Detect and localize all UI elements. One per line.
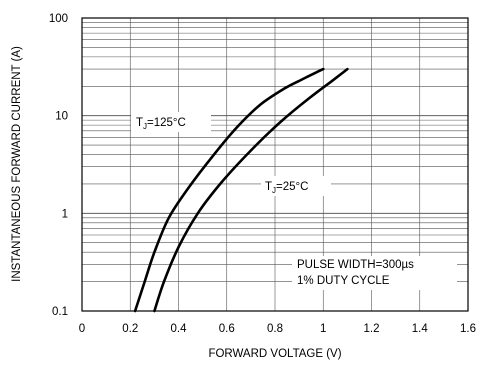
annotation-pulse-width: PULSE WIDTH=300µs [297,259,414,271]
x-tick-label: 0 [79,323,85,335]
series-label-125-bg [131,112,211,132]
y-tick-labels: 0.1 1 10 100 [49,13,68,318]
y-tick-label: 1 [62,208,68,220]
y-tick-label: 10 [55,111,68,123]
x-tick-labels: 0 0.2 0.4 0.6 0.8 1 1.2 1.4 1.6 [79,323,476,335]
y-axis-label: INSTANTANEOUS FORWARD CURRENT (A) [11,46,23,282]
annotation-bg [292,256,457,290]
annotation-duty-cycle: 1% DUTY CYCLE [297,275,390,287]
x-tick-label: 0.8 [267,323,283,335]
series-label-25-bg [261,176,331,196]
x-tick-label: 1.2 [364,323,380,335]
x-axis-label: FORWARD VOLTAGE (V) [208,348,341,360]
series-lines [133,67,349,313]
plot-frame [81,17,469,312]
x-tick-label: 0.4 [171,323,188,335]
series-line-tj-25 [153,67,349,313]
x-tick-label: 1.6 [460,323,476,335]
y-tick-label: 100 [49,13,68,25]
series-label-125: TJ=125°C [136,117,186,131]
series-line-tj-125 [133,67,325,313]
x-tick-label: 1 [320,323,326,335]
x-tick-label: 0.2 [122,323,138,335]
x-tick-label: 0.6 [219,323,235,335]
series-label-25: TJ=25°C [265,181,308,195]
y-tick-label: 0.1 [52,306,68,318]
x-tick-label: 1.4 [412,323,429,335]
